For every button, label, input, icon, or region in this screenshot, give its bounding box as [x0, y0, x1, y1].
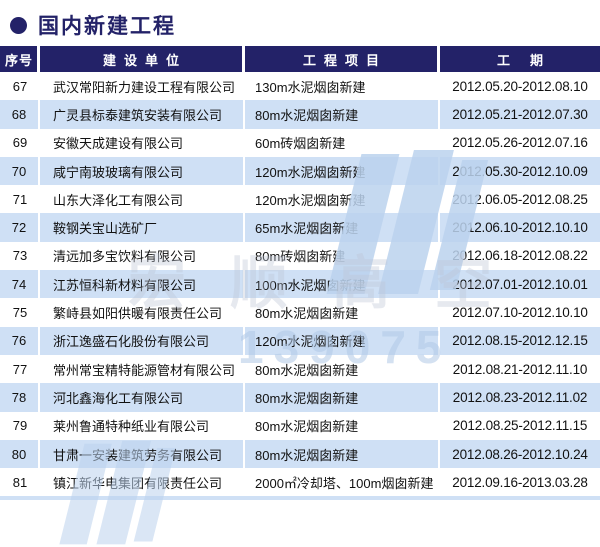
- cell-period: 2012.05.30-2012.10.09: [440, 156, 600, 186]
- page-title: 国内新建工程: [38, 15, 176, 38]
- table-row: 67 武汉常阳新力建设工程有限公司 130m水泥烟囱新建 2012.05.20-…: [0, 72, 600, 100]
- cell-project: 80m水泥烟囱新建: [245, 439, 440, 469]
- cell-company: 咸宁南玻玻璃有限公司: [40, 156, 245, 186]
- cell-company: 繁峙县如阳供暖有限责任公司: [53, 306, 223, 322]
- cell-period: 2012.06.05-2012.08.25: [452, 191, 588, 207]
- cell-company: 河北鑫海化工有限公司: [40, 383, 245, 412]
- table-body: 67 武汉常阳新力建设工程有限公司 130m水泥烟囱新建 2012.05.20-…: [0, 72, 600, 496]
- cell-company: 鞍钢关宝山选矿厂: [40, 213, 245, 242]
- cell-period: 2012.09.16-2013.03.28: [452, 474, 588, 490]
- cell-project: 65m水泥烟囱新建: [245, 213, 440, 242]
- cell-company: 甘肃一安装建筑劳务有限公司: [40, 439, 245, 469]
- cell-no: 79: [12, 418, 28, 434]
- cell-company: 浙江逸盛石化股份有限公司: [40, 326, 245, 355]
- cell-project: 120m水泥烟囱新建: [245, 326, 440, 355]
- cell-period: 2012.05.20-2012.08.10: [452, 78, 588, 94]
- cell-project: 120m水泥烟囱新建: [245, 156, 440, 186]
- cell-project: 80m水泥烟囱新建: [255, 362, 359, 378]
- cell-no: 80: [0, 439, 40, 469]
- table-row: 70 咸宁南玻玻璃有限公司 120m水泥烟囱新建 2012.05.30-2012…: [0, 156, 600, 186]
- cell-no: 78: [0, 383, 40, 412]
- cell-period: 2012.08.21-2012.11.10: [452, 361, 588, 377]
- cell-no: 69: [12, 135, 28, 151]
- bullet-icon: [10, 16, 27, 34]
- cell-project: 80m砖烟囱新建: [255, 249, 346, 265]
- cell-project: 120m水泥烟囱新建: [255, 192, 366, 208]
- cell-company: 广灵县标泰建筑安装有限公司: [40, 100, 245, 129]
- cell-project: 80m水泥烟囱新建: [245, 383, 440, 412]
- cell-no: 67: [12, 78, 28, 94]
- cell-no: 73: [12, 248, 28, 264]
- table-row: 73 清远加多宝饮料有限公司 80m砖烟囱新建 2012.06.18-2012.…: [0, 242, 600, 270]
- cell-period: 2012.08.15-2012.12.15: [440, 326, 600, 355]
- projects-table: 序号 建设单位 工程项目 工期 67 武汉常阳新力建设工程有限公司 130m水泥…: [0, 46, 600, 496]
- cell-no: 76: [0, 326, 40, 355]
- cell-project: 80m水泥烟囱新建: [255, 306, 359, 322]
- cell-period: 2012.08.26-2012.10.24: [440, 439, 600, 469]
- table-row: 81 镇江新华电集团有限责任公司 2000㎡冷却塔、100m烟囱新建 2012.…: [0, 468, 600, 496]
- cell-no: 70: [0, 156, 40, 186]
- table-row: 77 常州常宝精特能源管材有限公司 80m水泥烟囱新建 2012.08.21-2…: [0, 355, 600, 383]
- cell-project: 80m水泥烟囱新建: [255, 419, 359, 435]
- cell-period: 2012.05.21-2012.07.30: [440, 100, 600, 129]
- cell-project: 80m水泥烟囱新建: [245, 100, 440, 129]
- header-period: 工期: [440, 46, 600, 72]
- cell-no: 68: [0, 100, 40, 129]
- cell-period: 2012.06.18-2012.08.22: [452, 248, 588, 264]
- table-row: 72 鞍钢关宝山选矿厂 65m水泥烟囱新建 2012.06.10-2012.10…: [0, 213, 600, 242]
- cell-project: 60m砖烟囱新建: [255, 136, 346, 152]
- table-row: 79 莱州鲁通特种纸业有限公司 80m水泥烟囱新建 2012.08.25-201…: [0, 412, 600, 440]
- table-row: 76 浙江逸盛石化股份有限公司 120m水泥烟囱新建 2012.08.15-20…: [0, 326, 600, 355]
- cell-company: 江苏恒科新材料有限公司: [40, 270, 245, 299]
- cell-company: 山东大泽化工有限公司: [53, 192, 184, 208]
- cell-project: 100m水泥烟囱新建: [245, 270, 440, 299]
- cell-company: 武汉常阳新力建设工程有限公司: [53, 79, 236, 95]
- cell-period: 2012.05.26-2012.07.16: [452, 135, 588, 151]
- table-row: 80 甘肃一安装建筑劳务有限公司 80m水泥烟囱新建 2012.08.26-20…: [0, 439, 600, 469]
- cell-period: 2012.08.23-2012.11.02: [440, 383, 600, 412]
- table-row: 74 江苏恒科新材料有限公司 100m水泥烟囱新建 2012.07.01-201…: [0, 270, 600, 299]
- table-row: 75 繁峙县如阳供暖有限责任公司 80m水泥烟囱新建 2012.07.10-20…: [0, 298, 600, 326]
- cell-period: 2012.07.01-2012.10.01: [440, 270, 600, 299]
- table-header-row: 序号 建设单位 工程项目 工期: [0, 46, 600, 72]
- table-row: 69 安徽天成建设有限公司 60m砖烟囱新建 2012.05.26-2012.0…: [0, 129, 600, 157]
- cell-no: 71: [12, 191, 28, 207]
- cell-company: 清远加多宝饮料有限公司: [53, 249, 197, 265]
- cell-period: 2012.08.25-2012.11.15: [452, 418, 588, 434]
- cell-project: 130m水泥烟囱新建: [255, 79, 366, 95]
- cell-company: 安徽天成建设有限公司: [53, 136, 184, 152]
- header-company: 建设单位: [40, 46, 245, 72]
- cell-no: 75: [12, 305, 28, 321]
- cell-company: 常州常宝精特能源管材有限公司: [53, 362, 236, 378]
- cell-project: 2000㎡冷却塔、100m烟囱新建: [255, 475, 434, 491]
- header-project: 工程项目: [245, 46, 440, 72]
- cell-no: 77: [12, 361, 28, 377]
- cell-no: 81: [12, 474, 28, 490]
- cell-no: 72: [0, 213, 40, 242]
- table-row: 68 广灵县标泰建筑安装有限公司 80m水泥烟囱新建 2012.05.21-20…: [0, 100, 600, 129]
- cell-period: 2012.06.10-2012.10.10: [440, 213, 600, 242]
- header-no: 序号: [0, 46, 40, 72]
- cell-period: 2012.07.10-2012.10.10: [452, 305, 588, 321]
- next-row-partial-strip: [0, 496, 600, 500]
- table-row: 78 河北鑫海化工有限公司 80m水泥烟囱新建 2012.08.23-2012.…: [0, 383, 600, 412]
- table-row: 71 山东大泽化工有限公司 120m水泥烟囱新建 2012.06.05-2012…: [0, 185, 600, 213]
- cell-company: 莱州鲁通特种纸业有限公司: [53, 419, 210, 435]
- cell-no: 74: [0, 270, 40, 299]
- cell-company: 镇江新华电集团有限责任公司: [53, 475, 223, 491]
- title-bar: 国内新建工程: [0, 0, 600, 40]
